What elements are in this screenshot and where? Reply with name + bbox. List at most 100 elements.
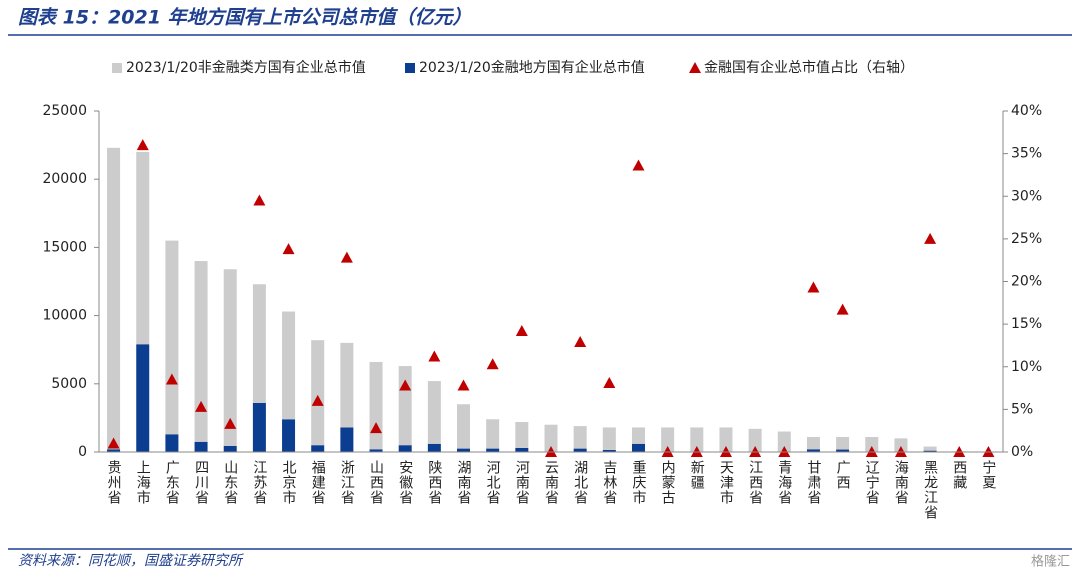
bar	[836, 436, 850, 450]
bar	[631, 443, 645, 452]
bar	[223, 445, 237, 452]
x-tick-label: 浙江省	[339, 460, 355, 505]
legend-label: 2023/1/20金融地方国有企业总市值	[419, 59, 645, 76]
bar	[398, 366, 412, 446]
y-tick-label: 25000	[42, 103, 87, 119]
bar	[573, 448, 587, 452]
bar	[194, 441, 208, 452]
bar	[836, 449, 850, 452]
triangle-marker	[574, 336, 587, 348]
x-tick-label: 上海市	[135, 460, 151, 505]
x-tick-label: 江西省	[747, 460, 763, 505]
x-tick-label: 辽宁省	[864, 460, 880, 505]
legend-swatch	[405, 63, 415, 73]
triangle-marker	[428, 350, 441, 362]
x-tick-label: 青海省	[776, 460, 792, 505]
bar	[311, 340, 325, 446]
triangle-marker	[632, 159, 645, 171]
bar	[806, 449, 820, 452]
bar	[806, 436, 820, 450]
bar	[573, 426, 587, 449]
x-tick-label: 吉林省	[601, 460, 617, 505]
bar	[865, 436, 879, 452]
bar	[252, 402, 266, 452]
bar	[282, 311, 296, 420]
y-tick-label: 20000	[42, 171, 87, 187]
bar	[486, 448, 500, 452]
watermark: 格隆汇	[1031, 554, 1070, 570]
bar	[136, 344, 150, 452]
x-tick-label: 广东省	[164, 460, 180, 505]
legend-marker	[689, 62, 701, 73]
x-tick-label: 甘肃省	[805, 460, 821, 505]
y-tick-label: 5000	[51, 376, 87, 392]
triangle-marker	[224, 417, 237, 429]
x-tick-label: 重庆市	[630, 460, 646, 505]
x-tick-label: 北京市	[281, 460, 297, 505]
triangle-marker	[603, 376, 616, 388]
triangle-marker	[399, 379, 412, 391]
bar	[427, 443, 441, 452]
bar	[748, 428, 762, 452]
x-tick-label: 河南省	[514, 460, 530, 505]
x-tick-label: 宁夏	[980, 459, 996, 490]
y2-tick-label: 30%	[1011, 188, 1042, 204]
x-tick-label: 山西省	[368, 460, 384, 505]
x-tick-label: 湖北省	[572, 460, 588, 505]
x-tick-label: 海南省	[893, 460, 909, 505]
x-tick-label: 贵州省	[106, 460, 122, 505]
y2-tick-label: 10%	[1011, 359, 1042, 375]
triangle-marker	[370, 422, 383, 434]
y-tick-label: 0	[78, 444, 87, 460]
y-tick-label: 10000	[42, 308, 87, 324]
bar	[165, 240, 179, 435]
chart-title: 图表 15：2021 年地方国有上市公司总市值（亿元）	[18, 7, 472, 29]
bar	[165, 434, 179, 452]
bar	[136, 151, 150, 345]
bar	[427, 381, 441, 444]
bar	[223, 269, 237, 446]
bar	[107, 147, 121, 450]
y2-tick-label: 15%	[1011, 316, 1042, 332]
legend-label: 金融国有企业总市值占比（右轴）	[704, 59, 914, 76]
y2-tick-label: 25%	[1011, 231, 1042, 247]
triangle-marker	[282, 243, 295, 255]
triangle-marker	[136, 139, 149, 151]
bar	[369, 449, 383, 452]
triangle-marker	[807, 281, 820, 293]
bar	[602, 427, 616, 450]
triangle-marker	[515, 324, 528, 336]
x-tick-label: 黑龙江省	[922, 460, 938, 520]
bar	[631, 427, 645, 444]
y2-tick-label: 35%	[1011, 146, 1042, 162]
legend-label: 2023/1/20非金融类方国有企业总市值	[126, 59, 366, 76]
x-tick-label: 湖南省	[456, 460, 472, 505]
y2-tick-label: 0%	[1011, 444, 1033, 460]
y2-tick-label: 5%	[1011, 401, 1033, 417]
x-tick-label: 西藏	[951, 460, 967, 490]
x-tick-label: 陕西省	[426, 460, 442, 505]
bar	[719, 427, 733, 452]
bar	[661, 427, 675, 452]
bar	[923, 446, 937, 451]
x-tick-label: 内蒙古	[660, 460, 676, 505]
x-tick-label: 天津市	[718, 460, 734, 505]
bar	[544, 424, 558, 452]
bar	[777, 431, 791, 452]
bar	[398, 445, 412, 452]
triangle-marker	[107, 437, 120, 449]
bar	[923, 450, 937, 452]
bar	[602, 449, 616, 452]
x-tick-label: 安徽省	[397, 460, 413, 505]
legend-swatch	[112, 63, 122, 73]
x-tick-label: 广西	[835, 460, 851, 490]
triangle-marker	[486, 358, 499, 370]
source: 资料来源：同花顺，国盛证券研究所	[18, 553, 244, 569]
triangle-marker	[457, 379, 470, 391]
bar	[311, 445, 325, 452]
x-tick-label: 福建省	[310, 460, 326, 505]
bar	[282, 419, 296, 452]
y-tick-label: 15000	[42, 239, 87, 255]
x-tick-label: 山东省	[222, 460, 238, 505]
